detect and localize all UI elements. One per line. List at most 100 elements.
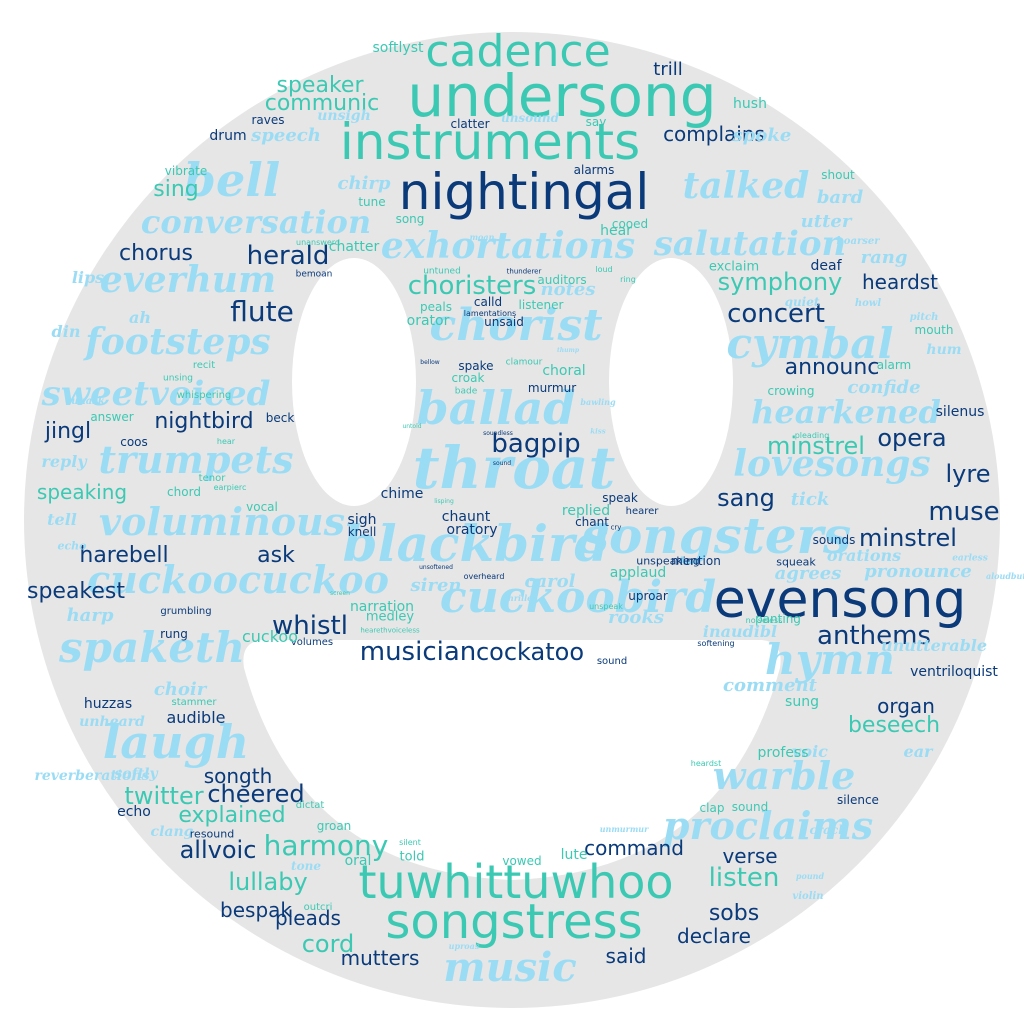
word-146: squeak [776, 555, 816, 569]
word-166: hear [600, 223, 632, 239]
word-161: hush [733, 96, 767, 112]
word-8: throat [412, 434, 616, 502]
word-91: drum [209, 128, 247, 144]
word-215: pitch [909, 312, 939, 323]
word-33: choristers [407, 271, 537, 301]
word-16: conversation [140, 203, 372, 241]
word-20: footsteps [85, 321, 271, 363]
word-12: ballad [416, 381, 576, 435]
word-52: announc [784, 355, 880, 380]
word-30: hymn [765, 635, 895, 684]
word-212: unsound [500, 111, 560, 125]
word-132: oratory [446, 522, 498, 538]
word-66: cockatoo [475, 638, 585, 666]
word-131: uproar [628, 589, 668, 603]
word-172: profess [757, 745, 809, 761]
word-69: cheered [207, 780, 305, 808]
word-139: knell [347, 525, 377, 539]
word-144: volumes [290, 637, 334, 648]
word-167: cooed [611, 217, 649, 231]
word-219: aloudbut [985, 571, 1024, 581]
word-149: sound [596, 656, 628, 667]
word-14: exhortations [380, 225, 636, 267]
word-102: notes [540, 279, 596, 300]
word-54: lyre [945, 460, 991, 488]
word-101: rang [860, 247, 908, 268]
word-107: comment [723, 675, 817, 696]
word-214: howl [854, 298, 882, 309]
word-239: untold [402, 423, 422, 430]
word-40: harmony [263, 829, 389, 862]
word-209: unspeak [589, 602, 623, 611]
word-35: speaker [276, 73, 364, 98]
word-201: thunderer [506, 267, 542, 276]
word-74: sobs [708, 901, 760, 926]
word-151: choral [542, 363, 586, 379]
word-13: chorist [429, 300, 603, 351]
word-4: evensong [713, 570, 967, 630]
word-95: complains [663, 122, 765, 146]
word-80: trill [653, 59, 683, 80]
word-226: bawling [580, 397, 616, 407]
word-5: tuwhittuwhoo [358, 855, 674, 909]
word-184: medley [365, 609, 415, 625]
word-238: heardst [690, 759, 722, 768]
word-171: panting [755, 612, 801, 626]
word-129: crack [809, 823, 847, 837]
word-191: untuned [423, 266, 461, 277]
word-152: orator [406, 313, 450, 329]
word-96: speech [251, 125, 321, 146]
word-235: overheard [463, 572, 505, 581]
word-125: unheard [79, 714, 145, 730]
word-185: say [585, 115, 607, 129]
word-158: chord [167, 485, 201, 499]
word-116: agrees [774, 563, 842, 584]
word-160: answer [90, 410, 134, 424]
word-203: soundless [483, 430, 513, 437]
word-61: ask [257, 543, 295, 568]
word-110: reply [41, 452, 87, 471]
word-62: harebell [79, 543, 169, 568]
word-93: raves [251, 113, 285, 127]
word-133: unsaid [484, 315, 524, 329]
word-177: vowed [502, 854, 542, 868]
word-181: dictat [295, 800, 325, 811]
word-115: tick [790, 489, 830, 510]
word-175: clap [699, 801, 725, 815]
word-87: sigh [347, 512, 377, 528]
word-85: silence [837, 793, 879, 807]
word-45: listen [708, 863, 780, 893]
word-156: narration [349, 599, 415, 615]
word-122: ear [903, 742, 933, 761]
word-86: ventriloquist [910, 664, 998, 680]
word-197: croak [451, 371, 485, 385]
word-41: explained [178, 803, 286, 828]
word-188: recit [192, 360, 216, 371]
word-206: hearethvoiceless [360, 626, 420, 635]
word-84: deaf [810, 258, 842, 274]
word-113: din [51, 322, 81, 341]
word-28: hearkened [751, 393, 941, 431]
word-108: choir [153, 679, 207, 700]
word-124: softly [114, 766, 158, 782]
word-27: cymbal [726, 319, 894, 368]
word-142: coos [120, 435, 148, 449]
word-169: mouth [914, 323, 954, 337]
word-26: laugh [102, 715, 250, 769]
word-217: echo [57, 539, 87, 553]
word-221: unmurmur [599, 824, 649, 834]
word-78: pleads [275, 906, 341, 930]
word-118: orations [826, 546, 902, 565]
word-225: thump [556, 347, 580, 354]
word-189: whispering [176, 390, 232, 401]
word-72: verse [722, 844, 778, 868]
word-46: beseech [847, 713, 941, 738]
word-140: calld [473, 295, 503, 309]
word-37: sing [153, 177, 199, 202]
word-1: undersong [407, 62, 717, 130]
word-135: spake [458, 359, 494, 373]
word-114: ah [129, 308, 151, 327]
word-211: unsigh [317, 108, 371, 124]
word-88: chime [380, 486, 424, 502]
word-154: replied [561, 503, 611, 519]
